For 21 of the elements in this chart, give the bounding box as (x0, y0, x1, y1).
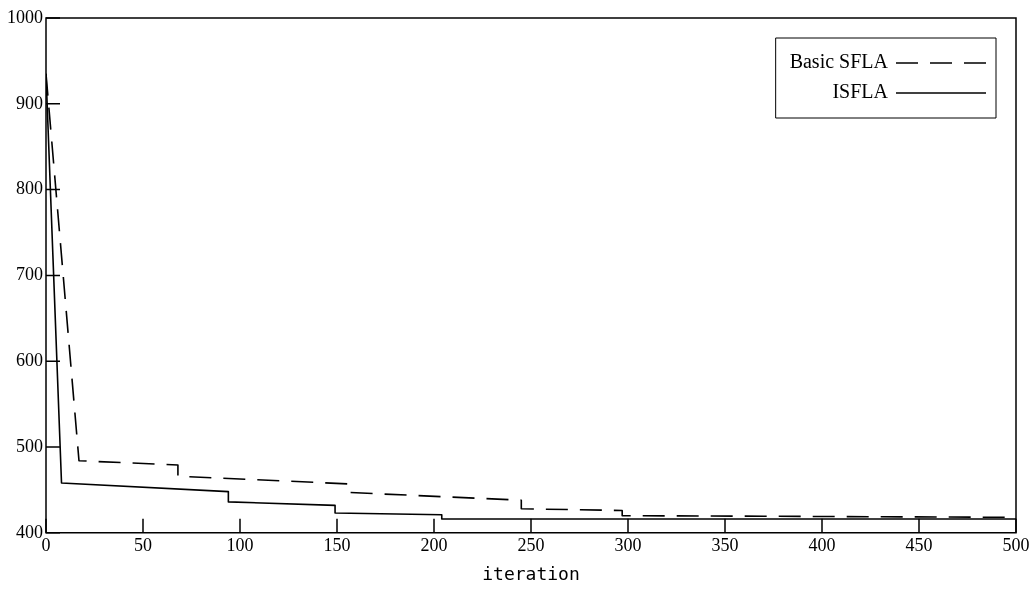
x-tick-label: 150 (323, 535, 351, 556)
y-tick-label: 900 (16, 92, 43, 113)
legend-label: Basic SFLA (789, 50, 889, 73)
x-tick-label: 300 (614, 535, 642, 556)
y-tick-label: 800 (16, 178, 43, 199)
x-tick-label: 100 (226, 535, 254, 556)
x-tick-label: 200 (420, 535, 448, 556)
x-axis-title: iteration (482, 562, 580, 584)
x-tick-label: 0 (41, 535, 51, 556)
y-tick-label: 600 (16, 349, 43, 370)
x-tick-label: 250 (517, 535, 545, 556)
legend-label: ISFLA (832, 80, 889, 103)
x-tick-label: 350 (711, 535, 739, 556)
y-tick-label: 500 (16, 435, 43, 456)
y-tick-label: 700 (16, 264, 43, 285)
x-tick-label: 50 (134, 535, 152, 556)
x-tick-label: 400 (808, 535, 836, 556)
y-tick-label: 400 (16, 521, 43, 542)
x-tick-label: 500 (1002, 535, 1030, 556)
x-tick-label: 450 (905, 535, 933, 556)
y-tick-label: 1000 (7, 6, 43, 27)
